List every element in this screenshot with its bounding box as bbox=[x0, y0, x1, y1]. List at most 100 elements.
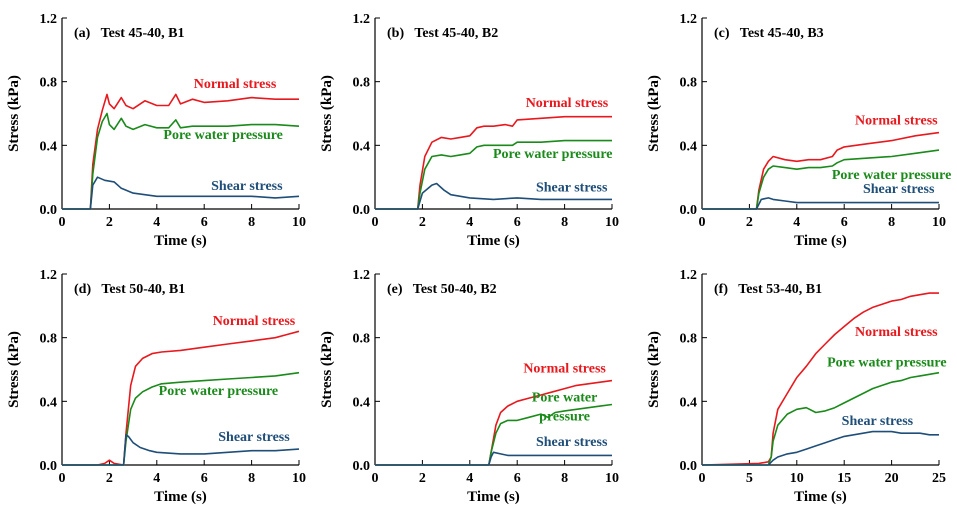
chart-panel-5: 0.0 0.4 0.8 1.2 0 2 4 6 8 10 Time (s) Stress (kPa) (… bbox=[319, 268, 619, 505]
panel-title: (a) Test 45-40, B1 bbox=[74, 26, 184, 41]
series-label-normal: Normal stress bbox=[855, 114, 938, 129]
series-line-normal bbox=[702, 131, 940, 210]
y-axis-label: Stress (kPa) bbox=[646, 75, 662, 152]
x-tick-label: 0 bbox=[372, 471, 379, 486]
panel-title: (f) Test 53-40, B1 bbox=[714, 282, 822, 297]
x-tick-label: 2 bbox=[419, 471, 426, 486]
x-tick-label: 2 bbox=[746, 215, 753, 230]
x-tick-label: 5 bbox=[746, 471, 753, 486]
y-tick-label: 0.8 bbox=[680, 332, 698, 347]
series-label-pore: Pore water pressure bbox=[159, 384, 279, 399]
chart-panel-2: 0.0 0.4 0.8 1.2 0 2 4 6 8 10 Time (s) Stress (kPa) (… bbox=[319, 12, 619, 249]
x-tick-label: 10 bbox=[932, 215, 946, 230]
chart-panel-6: 0.0 0.4 0.8 1.2 0 5 10 15 20 25 Time (s) Stress (kP… bbox=[646, 268, 947, 505]
x-tick-label: 10 bbox=[292, 471, 306, 486]
series-label-pore: Pore water bbox=[532, 390, 597, 405]
x-axis-label: Time (s) bbox=[154, 233, 207, 249]
y-tick-label: 0.8 bbox=[680, 76, 698, 91]
y-tick-label: 0.4 bbox=[680, 395, 698, 410]
series-label-normal: Normal stress bbox=[523, 362, 606, 377]
series-label-normal: Normal stress bbox=[855, 325, 938, 340]
series-line-pore bbox=[702, 371, 940, 466]
series-label-shear: Shear stress bbox=[211, 179, 283, 194]
y-tick-label: 0.0 bbox=[353, 203, 371, 218]
x-axis-label: Time (s) bbox=[154, 489, 207, 505]
x-tick-label: 2 bbox=[106, 215, 113, 230]
series-label-pore: Pore water pressure bbox=[163, 128, 283, 143]
x-tick-label: 10 bbox=[605, 471, 619, 486]
chart-panels: 0.0 0.4 0.8 1.2 0 2 4 6 8 10 Time (s) Stress (kPa) (… bbox=[6, 12, 951, 505]
y-axis-label: Stress (kPa) bbox=[6, 75, 22, 152]
x-tick-label: 6 bbox=[841, 215, 848, 230]
panel-title: (e) Test 50-40, B2 bbox=[387, 282, 497, 297]
y-tick-label: 0.8 bbox=[353, 332, 371, 347]
y-tick-label: 1.2 bbox=[40, 12, 58, 27]
series-label-pore: Pore water pressure bbox=[832, 168, 952, 183]
y-tick-label: 0.0 bbox=[40, 203, 58, 218]
y-tick-label: 0.8 bbox=[40, 76, 58, 91]
x-tick-label: 0 bbox=[699, 215, 706, 230]
x-tick-label: 10 bbox=[292, 215, 306, 230]
series-label-normal: Normal stress bbox=[194, 77, 277, 92]
x-axis-label: Time (s) bbox=[794, 489, 847, 505]
x-tick-label: 6 bbox=[201, 215, 208, 230]
chart-panel-1: 0.0 0.4 0.8 1.2 0 2 4 6 8 10 Time (s) Stress (kPa) (… bbox=[6, 12, 306, 249]
x-tick-label: 0 bbox=[699, 471, 706, 486]
y-tick-label: 0.8 bbox=[40, 332, 58, 347]
x-tick-label: 15 bbox=[837, 471, 851, 486]
series-label-normal: Normal stress bbox=[526, 96, 609, 111]
y-axis-label: Stress (kPa) bbox=[646, 331, 662, 408]
series-label-pore: Pore water pressure bbox=[827, 355, 947, 370]
y-tick-label: 0.0 bbox=[680, 459, 698, 474]
y-tick-label: 0.0 bbox=[680, 203, 698, 218]
y-tick-label: 0.4 bbox=[40, 395, 58, 410]
x-tick-label: 4 bbox=[153, 215, 160, 230]
series-line-pore bbox=[375, 403, 613, 466]
series-line-shear bbox=[62, 176, 300, 210]
panel-title: (b) Test 45-40, B2 bbox=[387, 26, 498, 41]
x-tick-label: 4 bbox=[793, 215, 800, 230]
x-tick-label: 8 bbox=[888, 215, 895, 230]
x-axis-label: Time (s) bbox=[467, 233, 520, 249]
y-tick-label: 0.0 bbox=[353, 459, 371, 474]
y-axis-label: Stress (kPa) bbox=[319, 75, 335, 152]
series-line-shear bbox=[702, 197, 939, 210]
x-axis-label: Time (s) bbox=[467, 489, 520, 505]
series-line-shear bbox=[702, 430, 939, 466]
chart-panel-4: 0.0 0.4 0.8 1.2 0 2 4 6 8 10 Time (s) Stress (kPa) (… bbox=[6, 268, 306, 505]
series-label-shear: Shear stress bbox=[536, 435, 608, 450]
y-tick-label: 0.4 bbox=[680, 139, 698, 154]
x-tick-label: 8 bbox=[248, 215, 255, 230]
series-line-normal bbox=[62, 93, 299, 210]
series-line-normal bbox=[375, 115, 612, 210]
y-tick-label: 0.0 bbox=[40, 459, 58, 474]
y-tick-label: 0.4 bbox=[353, 395, 371, 410]
x-tick-label: 0 bbox=[372, 215, 379, 230]
x-tick-label: 10 bbox=[605, 215, 619, 230]
x-tick-label: 20 bbox=[885, 471, 899, 486]
series-label-normal: Normal stress bbox=[213, 314, 296, 329]
series-line-shear bbox=[375, 451, 612, 466]
x-tick-label: 8 bbox=[561, 215, 568, 230]
x-tick-label: 2 bbox=[106, 471, 113, 486]
y-tick-label: 1.2 bbox=[353, 268, 371, 283]
x-tick-label: 0 bbox=[59, 215, 66, 230]
x-tick-label: 4 bbox=[466, 215, 473, 230]
x-tick-label: 25 bbox=[932, 471, 946, 486]
x-tick-label: 6 bbox=[514, 471, 521, 486]
series-label-shear: Shear stress bbox=[218, 430, 290, 445]
series-line-normal bbox=[62, 330, 300, 466]
panel-title: (c) Test 45-40, B3 bbox=[714, 26, 824, 41]
y-tick-label: 0.4 bbox=[353, 139, 371, 154]
x-tick-label: 2 bbox=[419, 215, 426, 230]
x-tick-label: 6 bbox=[514, 215, 521, 230]
series-label-shear: Shear stress bbox=[863, 182, 935, 197]
series-line-shear bbox=[375, 182, 612, 210]
x-tick-label: 0 bbox=[59, 471, 66, 486]
y-axis-label: Stress (kPa) bbox=[319, 331, 335, 408]
series-line-pore bbox=[62, 112, 300, 210]
y-tick-label: 1.2 bbox=[680, 12, 698, 27]
panel-title: (d) Test 50-40, B1 bbox=[74, 282, 185, 297]
y-tick-label: 0.8 bbox=[353, 76, 371, 91]
